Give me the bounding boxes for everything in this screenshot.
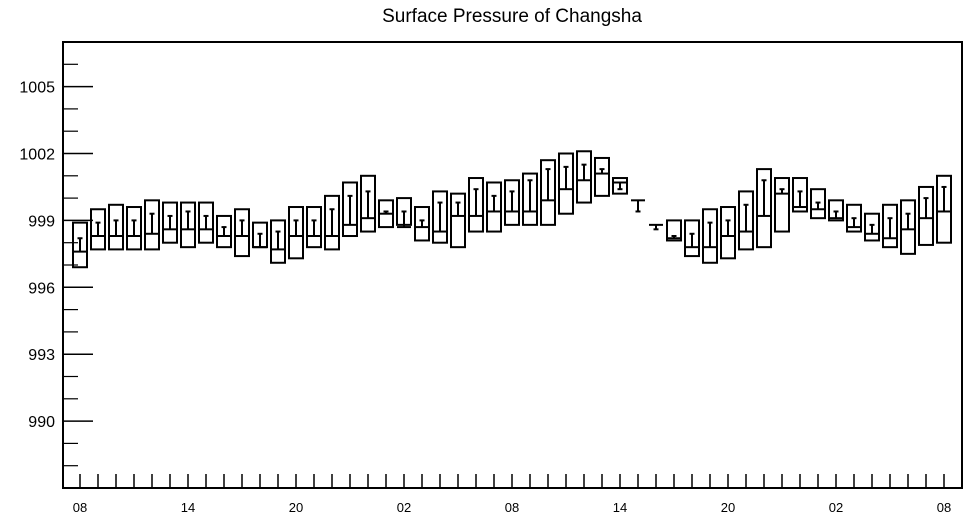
y-tick-label: 1005	[19, 80, 55, 97]
box	[144, 199, 160, 251]
box	[666, 219, 682, 242]
y-axis: 990 993 996 999 1002 1005	[19, 63, 93, 467]
box	[540, 159, 556, 226]
box	[846, 203, 862, 233]
box	[180, 201, 196, 249]
chart-title: Surface Pressure of Changsha	[382, 6, 642, 27]
box	[504, 179, 520, 226]
box	[450, 192, 466, 249]
box	[738, 190, 754, 251]
box-series	[72, 150, 952, 269]
x-tick-label: 02	[829, 500, 843, 515]
box	[558, 152, 574, 215]
plot-frame	[62, 41, 963, 489]
box	[342, 181, 358, 238]
box	[414, 206, 430, 242]
x-tick-label: 02	[397, 500, 411, 515]
box	[774, 177, 790, 233]
y-tick-label: 990	[28, 414, 55, 431]
box	[108, 203, 124, 251]
box	[162, 201, 178, 244]
y-tick-label: 1002	[19, 147, 55, 164]
x-axis: 08 14 20 02 08 14 20 02 08	[73, 474, 951, 515]
box	[486, 181, 502, 233]
box	[702, 208, 718, 264]
x-tick-label: 14	[613, 500, 627, 515]
x-tick-label: 08	[505, 500, 519, 515]
x-tick-label: 08	[73, 500, 87, 515]
box	[468, 177, 484, 233]
box	[918, 185, 934, 246]
box	[684, 219, 700, 258]
box	[522, 172, 538, 226]
box	[882, 203, 898, 249]
box	[288, 206, 304, 260]
x-tick-label: 08	[937, 500, 951, 515]
box	[126, 206, 142, 251]
box	[360, 174, 376, 233]
box	[936, 174, 952, 244]
box	[306, 206, 322, 249]
x-tick-label: 14	[181, 500, 195, 515]
box	[324, 194, 340, 251]
box	[198, 201, 214, 244]
box	[432, 190, 448, 244]
box	[792, 177, 808, 213]
box	[810, 188, 826, 220]
y-tick-label: 993	[28, 347, 55, 364]
x-tick-label: 20	[721, 500, 735, 515]
box	[594, 156, 610, 197]
box	[270, 219, 286, 264]
box	[72, 221, 88, 269]
box	[216, 214, 232, 249]
box	[234, 208, 250, 258]
box	[576, 150, 592, 204]
y-tick-label: 999	[28, 213, 55, 230]
x-tick-label: 20	[289, 500, 303, 515]
box	[90, 208, 106, 251]
box	[828, 199, 844, 222]
y-tick-label: 996	[28, 280, 55, 297]
box	[900, 199, 916, 255]
box	[612, 177, 628, 195]
box	[756, 168, 772, 249]
box	[864, 212, 880, 242]
box	[720, 206, 736, 260]
